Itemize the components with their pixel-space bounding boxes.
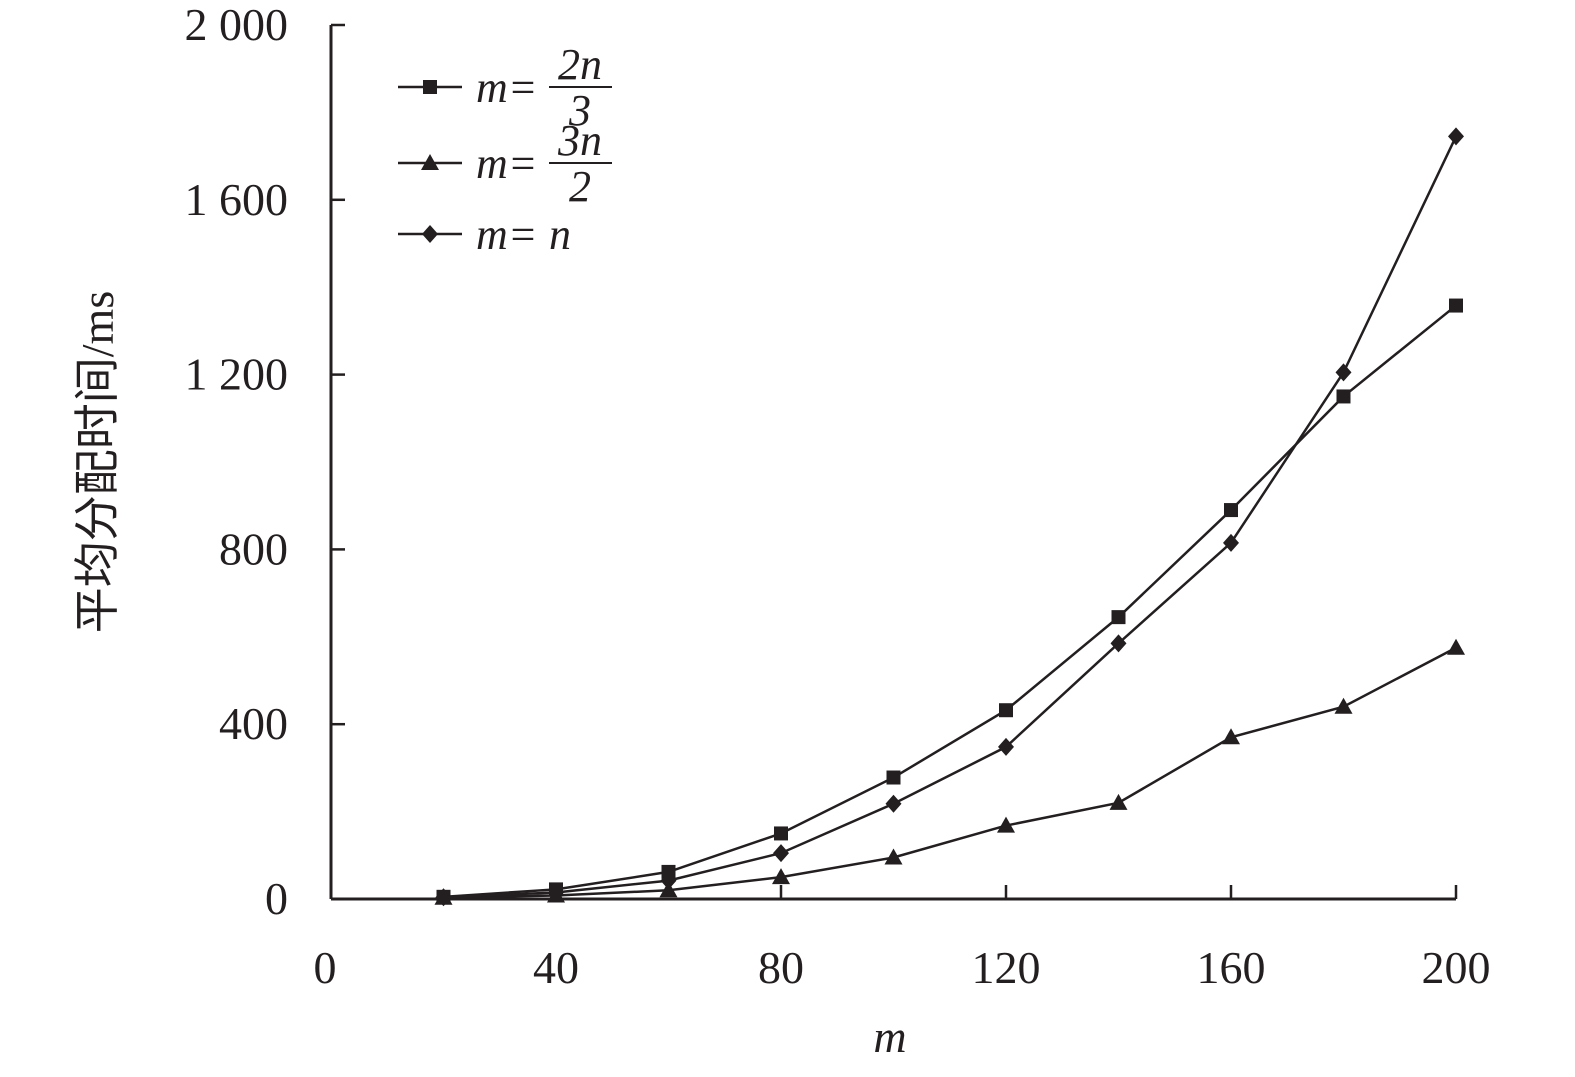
legend-label: m=	[476, 210, 537, 259]
data-point	[1111, 610, 1126, 625]
data-point	[774, 826, 788, 841]
legend-marker	[421, 154, 439, 170]
data-point	[1447, 638, 1465, 655]
x-tick-label: 80	[758, 942, 804, 993]
data-point	[1110, 634, 1127, 653]
data-point	[998, 737, 1014, 756]
legend-denominator: 3	[568, 86, 591, 135]
series-triangle	[434, 638, 1465, 905]
y-tick-label: 2 000	[185, 0, 289, 50]
y-axis-title: 平均分配时间/ms	[72, 291, 123, 633]
y-tick-label: 800	[219, 523, 288, 574]
legend-denominator: 2	[569, 162, 591, 211]
series-layer	[434, 127, 1465, 907]
data-point	[886, 770, 901, 785]
data-point	[885, 794, 902, 813]
y-tick-label: 400	[219, 698, 288, 749]
legend-marker	[422, 225, 438, 243]
y-tick-label: 0	[265, 873, 288, 924]
data-point	[1336, 389, 1351, 404]
x-tick-label: 120	[972, 942, 1041, 993]
x-ticks: 0 40 80 120 160 200	[314, 885, 1491, 993]
legend-item: m= 2n3	[398, 40, 612, 135]
data-point	[1335, 363, 1352, 382]
x-axis-title: m	[873, 1011, 906, 1062]
data-point	[884, 848, 903, 865]
data-point	[1222, 728, 1240, 745]
data-point	[772, 868, 790, 885]
series-line	[443, 646, 1457, 899]
series-square	[436, 298, 1463, 904]
legend-label: m=	[476, 139, 537, 188]
y-ticks: 0 400 800 1 200 1 600 2 000	[185, 0, 345, 924]
data-point	[1448, 127, 1464, 146]
series-diamond	[435, 127, 1464, 907]
data-point	[773, 844, 789, 863]
data-point	[1224, 503, 1238, 518]
series-line	[443, 304, 1457, 899]
y-tick-label: 1 600	[185, 174, 289, 225]
x-tick-label: 0	[314, 942, 337, 993]
legend-label-rhs: n	[549, 210, 571, 259]
y-tick-label: 1 200	[185, 349, 289, 400]
series-line	[443, 135, 1458, 899]
x-tick-label: 40	[533, 942, 579, 993]
legend-numerator: 2n	[558, 40, 602, 89]
data-point	[1449, 298, 1463, 313]
data-point	[1334, 697, 1353, 714]
legend-label: m=	[476, 63, 537, 112]
legend-numerator: 3n	[557, 116, 602, 165]
data-point	[997, 816, 1015, 833]
legend-item: m= n	[398, 210, 571, 259]
data-point	[660, 871, 677, 890]
data-point	[1109, 793, 1128, 810]
axes	[329, 25, 1456, 901]
legend-marker	[423, 80, 437, 94]
x-tick-label: 160	[1197, 942, 1266, 993]
data-point	[548, 883, 564, 902]
data-point	[1223, 533, 1239, 552]
legend-item: m= 3n2	[398, 116, 612, 211]
x-tick-label: 200	[1422, 942, 1491, 993]
data-point	[999, 703, 1013, 718]
data-point	[435, 888, 452, 907]
